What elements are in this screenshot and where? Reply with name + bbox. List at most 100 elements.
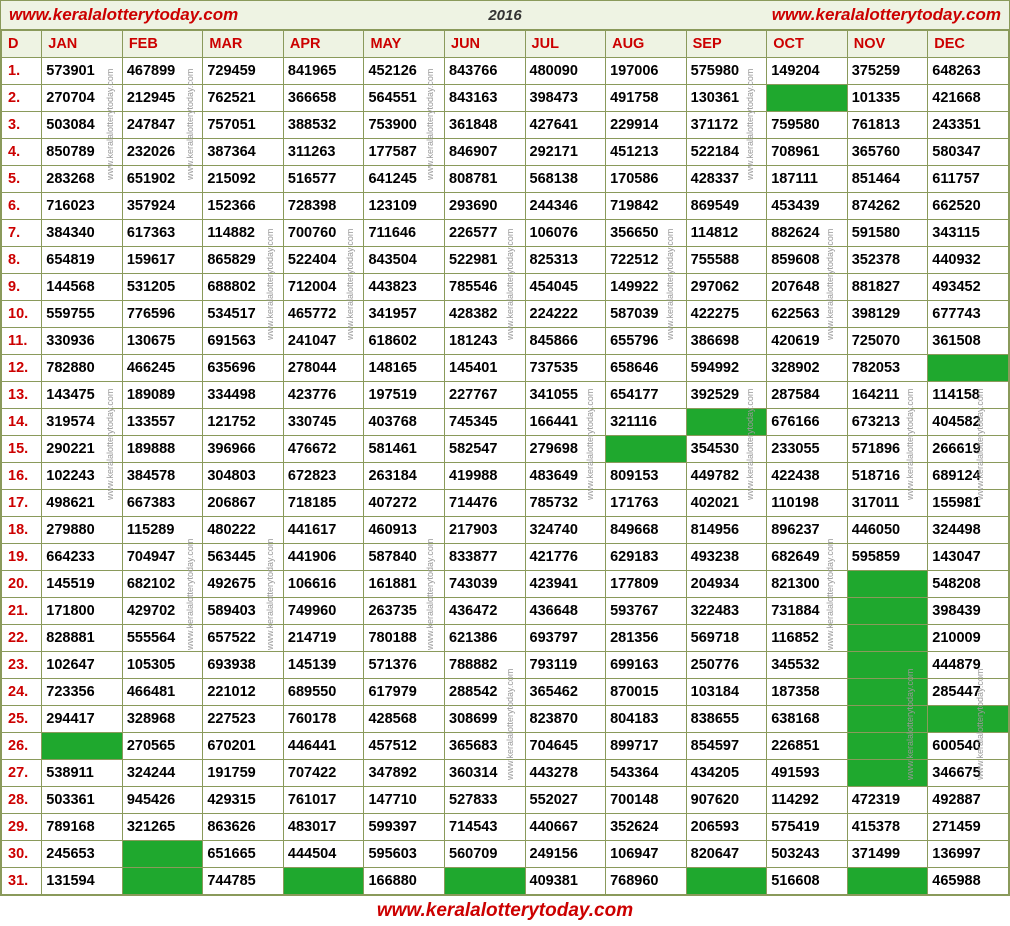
value-cell: 148165: [364, 355, 445, 382]
value-cell: 244346: [525, 193, 606, 220]
value-cell: 144568: [42, 274, 123, 301]
value-cell: 207648: [767, 274, 848, 301]
value-cell: 145401: [445, 355, 526, 382]
value-cell: 580347: [928, 139, 1009, 166]
value-cell: 814956: [686, 517, 767, 544]
month-header: NOV: [847, 31, 928, 58]
value-cell: 354530: [686, 436, 767, 463]
value-cell: 564551: [364, 85, 445, 112]
value-cell: 843766: [445, 58, 526, 85]
value-cell: 341957: [364, 301, 445, 328]
value-cell: 682102: [122, 571, 203, 598]
value-cell: 849668: [606, 517, 687, 544]
value-cell: 330936: [42, 328, 123, 355]
value-cell: 328902: [767, 355, 848, 382]
value-cell: 859608: [767, 247, 848, 274]
value-cell: 352624: [606, 814, 687, 841]
value-cell: 841965: [283, 58, 364, 85]
value-cell: 114292: [767, 787, 848, 814]
lottery-table: DJANFEBMARAPRMAYJUNJULAUGSEPOCTNOVDEC 1.…: [1, 30, 1009, 895]
table-row: 22.8288815555646575222147197801886213866…: [2, 625, 1009, 652]
value-cell: 263184: [364, 463, 445, 490]
value-cell: 287584: [767, 382, 848, 409]
value-cell: 503361: [42, 787, 123, 814]
value-cell: 708961: [767, 139, 848, 166]
value-cell: 288542: [445, 679, 526, 706]
value-cell: 409381: [525, 868, 606, 895]
day-cell: 12.: [2, 355, 42, 382]
value-cell: 716023: [42, 193, 123, 220]
value-cell: 130675: [122, 328, 203, 355]
value-cell: 434205: [686, 760, 767, 787]
value-cell: 599397: [364, 814, 445, 841]
value-cell: 676166: [767, 409, 848, 436]
value-cell: 704947: [122, 544, 203, 571]
value-cell: 436472: [445, 598, 526, 625]
value-cell: 360314: [445, 760, 526, 787]
value-cell: 317011: [847, 490, 928, 517]
value-cell: 472319: [847, 787, 928, 814]
value-cell: 441617: [283, 517, 364, 544]
value-cell: [847, 706, 928, 733]
value-cell: 384578: [122, 463, 203, 490]
value-cell: 143475: [42, 382, 123, 409]
value-cell: 728398: [283, 193, 364, 220]
value-cell: 629183: [606, 544, 687, 571]
value-cell: 357924: [122, 193, 203, 220]
table-row: 4.85078923202638736431126317758784690729…: [2, 139, 1009, 166]
value-cell: 130361: [686, 85, 767, 112]
value-cell: 415378: [847, 814, 928, 841]
value-cell: 699163: [606, 652, 687, 679]
footer-url: www.keralalotterytoday.com: [0, 896, 1010, 926]
value-cell: 371499: [847, 841, 928, 868]
value-cell: 555564: [122, 625, 203, 652]
value-cell: 743039: [445, 571, 526, 598]
value-cell: 347892: [364, 760, 445, 787]
value-cell: 308699: [445, 706, 526, 733]
value-cell: 744785: [203, 868, 284, 895]
value-cell: 622563: [767, 301, 848, 328]
value-cell: 621386: [445, 625, 526, 652]
value-cell: 366658: [283, 85, 364, 112]
value-cell: 757051: [203, 112, 284, 139]
value-cell: 321116: [606, 409, 687, 436]
value-cell: [283, 868, 364, 895]
value-cell: 865829: [203, 247, 284, 274]
day-cell: 7.: [2, 220, 42, 247]
value-cell: 768960: [606, 868, 687, 895]
value-cell: 197006: [606, 58, 687, 85]
value-cell: 493238: [686, 544, 767, 571]
table-row: 8.65481915961786582952240484350452298182…: [2, 247, 1009, 274]
value-cell: 214719: [283, 625, 364, 652]
day-cell: 25.: [2, 706, 42, 733]
value-cell: 480090: [525, 58, 606, 85]
site-url-right: www.keralalotterytoday.com: [764, 5, 1009, 25]
day-cell: 8.: [2, 247, 42, 274]
value-cell: 204934: [686, 571, 767, 598]
value-cell: 250776: [686, 652, 767, 679]
month-header: MAR: [203, 31, 284, 58]
value-cell: 170586: [606, 166, 687, 193]
value-cell: 457512: [364, 733, 445, 760]
value-cell: [847, 625, 928, 652]
value-cell: [847, 760, 928, 787]
value-cell: 453439: [767, 193, 848, 220]
value-cell: 330745: [283, 409, 364, 436]
value-cell: 874262: [847, 193, 928, 220]
month-header: JAN: [42, 31, 123, 58]
value-cell: 498621: [42, 490, 123, 517]
value-cell: 762521: [203, 85, 284, 112]
value-cell: 518716: [847, 463, 928, 490]
value-cell: 444504: [283, 841, 364, 868]
value-cell: 714543: [445, 814, 526, 841]
value-cell: 503084: [42, 112, 123, 139]
table-row: 19.6642337049475634454419065878408338774…: [2, 544, 1009, 571]
value-cell: 407272: [364, 490, 445, 517]
day-cell: 28.: [2, 787, 42, 814]
value-cell: 191759: [203, 760, 284, 787]
value-cell: 404582: [928, 409, 1009, 436]
value-cell: 719842: [606, 193, 687, 220]
value-cell: 587840: [364, 544, 445, 571]
value-cell: 278044: [283, 355, 364, 382]
month-header: JUN: [445, 31, 526, 58]
